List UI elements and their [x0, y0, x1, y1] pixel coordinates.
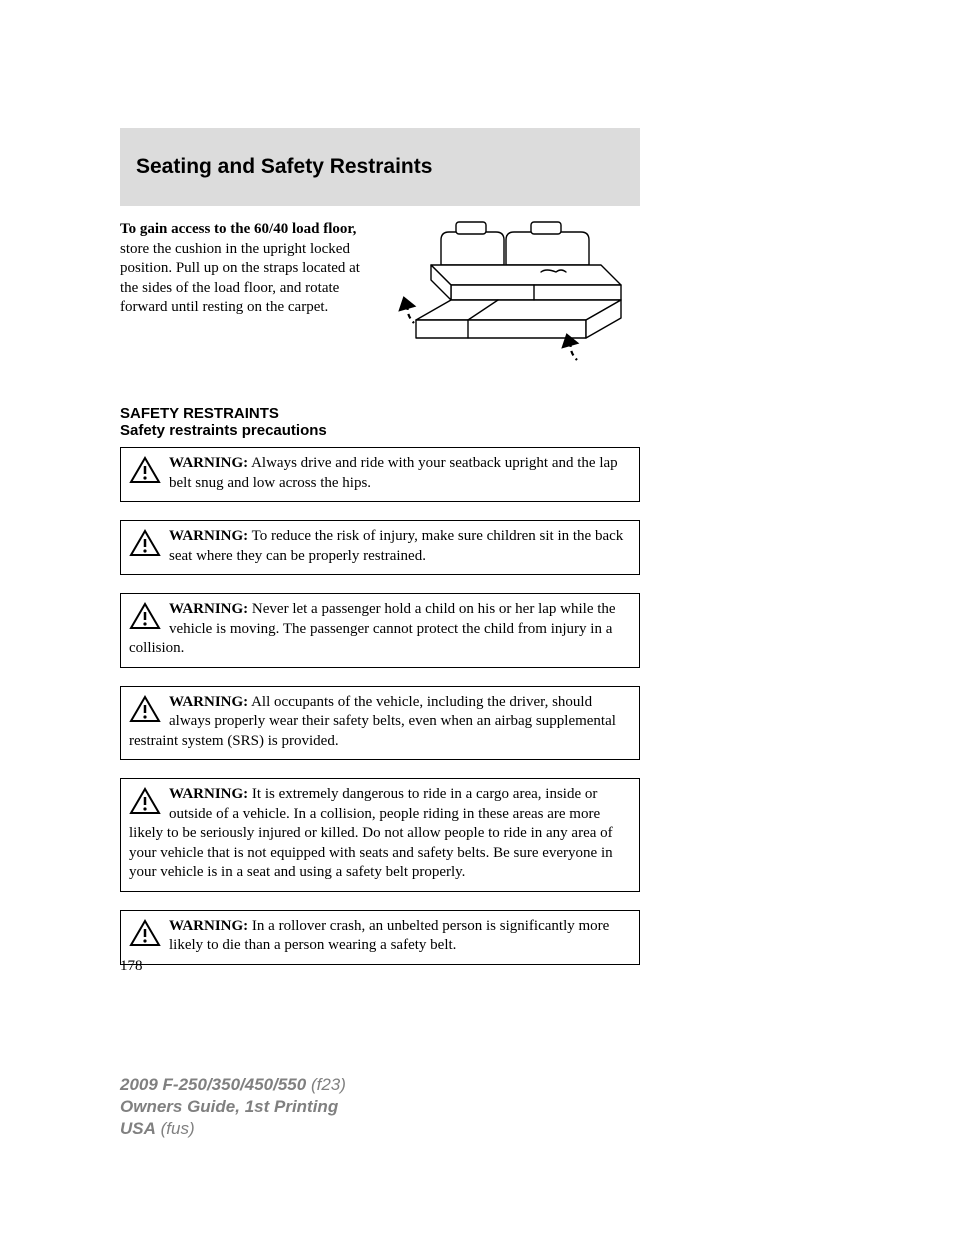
section-header-band: Seating and Safety Restraints: [120, 128, 640, 206]
warning-block: WARNING: All occupants of the vehicle, i…: [120, 686, 640, 761]
intro-lead: To gain access to the 60/40 load floor,: [120, 221, 356, 237]
warning-label: WARNING:: [169, 528, 248, 544]
warning-block: WARNING: In a rollover crash, an unbelte…: [120, 910, 640, 965]
safety-restraints-heading: SAFETY RESTRAINTS: [120, 405, 640, 422]
warning-triangle-icon: [129, 695, 161, 730]
warning-label: WARNING:: [169, 601, 248, 617]
footer-fus: (fus): [161, 1119, 195, 1138]
warning-block: WARNING: To reduce the risk of injury, m…: [120, 520, 640, 575]
safety-restraints-subheading: Safety restraints precautions: [120, 422, 640, 439]
warning-label: WARNING:: [169, 455, 248, 471]
warning-triangle-icon: [129, 602, 161, 637]
page-content: To gain access to the 60/40 load floor, …: [120, 220, 640, 983]
page-number: 178: [120, 958, 143, 975]
footer-usa: USA: [120, 1119, 156, 1138]
warning-block: WARNING: It is extremely dangerous to ri…: [120, 778, 640, 892]
footer-guide: Owners Guide, 1st Printing: [120, 1096, 346, 1118]
document-footer: 2009 F-250/350/450/550 (f23) Owners Guid…: [120, 1074, 346, 1140]
warning-block: WARNING: Never let a passenger hold a ch…: [120, 593, 640, 668]
footer-model: 2009 F-250/350/450/550: [120, 1075, 306, 1094]
intro-paragraph: To gain access to the 60/40 load floor, …: [120, 220, 370, 375]
warning-triangle-icon: [129, 919, 161, 954]
warning-triangle-icon: [129, 787, 161, 822]
warning-triangle-icon: [129, 456, 161, 491]
warning-label: WARNING:: [169, 918, 248, 934]
warning-label: WARNING:: [169, 786, 248, 802]
section-title: Seating and Safety Restraints: [136, 155, 432, 179]
intro-row: To gain access to the 60/40 load floor, …: [120, 220, 640, 375]
warning-triangle-icon: [129, 529, 161, 564]
footer-code: (f23): [311, 1075, 346, 1094]
intro-body: store the cushion in the upright locked …: [120, 241, 360, 316]
seat-load-floor-diagram: [382, 220, 640, 375]
warning-label: WARNING:: [169, 694, 248, 710]
warning-block: WARNING: Always drive and ride with your…: [120, 447, 640, 502]
